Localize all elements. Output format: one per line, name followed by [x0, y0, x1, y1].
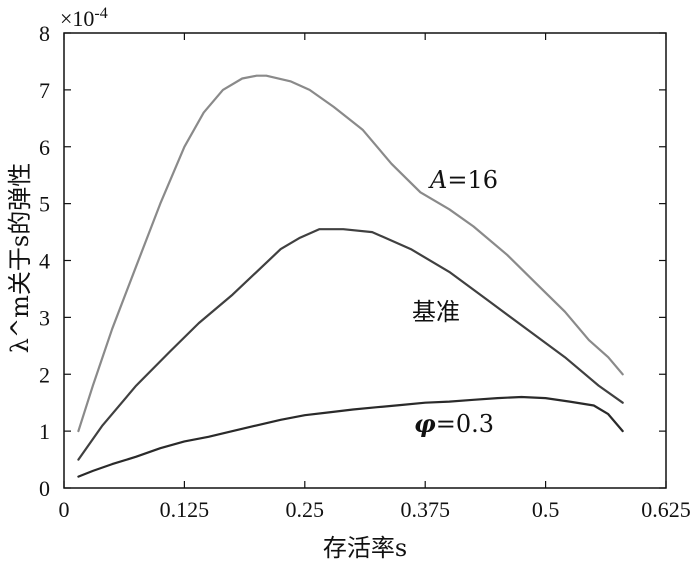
- y-tick-label: 8: [39, 21, 50, 46]
- series-label-phi-value: =0.3: [436, 410, 494, 438]
- series-label-baseline: 基准: [412, 298, 460, 326]
- y-axis-multiplier-exponent: -4: [94, 5, 107, 22]
- series-label-baseline-text: 基准: [412, 298, 460, 326]
- x-tick-label: 0.375: [400, 497, 450, 522]
- y-tick-label: 2: [39, 362, 50, 387]
- series-lines: [77, 74, 624, 478]
- series-line-0: [77, 74, 624, 433]
- plot-frame: [63, 32, 667, 489]
- axis-ticks: 0 0.125 0.25 0.375 0.5 0.625 0 1 2 3 4 5 6 7 8: [39, 21, 691, 522]
- y-tick-label: 4: [39, 249, 50, 274]
- y-tick-label: 7: [39, 78, 50, 103]
- x-tick-label: 0: [59, 497, 70, 522]
- y-tick-label: 6: [39, 135, 50, 160]
- series-label-a16-symbol: A: [428, 166, 447, 194]
- series-line-1: [77, 228, 624, 461]
- x-tick-label: 0.5: [532, 497, 560, 522]
- y-tick-label: 5: [39, 192, 50, 217]
- series-label-a16: A=16: [428, 166, 498, 194]
- y-axis-title: λ^m关于s的弹性: [6, 163, 34, 353]
- y-tick-label: 1: [39, 419, 50, 444]
- x-tick-label: 0.625: [641, 497, 691, 522]
- y-tick-label: 3: [39, 305, 50, 330]
- series-label-a16-value: =16: [447, 166, 498, 194]
- series-label-phi-symbol: φ: [414, 409, 436, 438]
- series-line-2: [77, 395, 624, 478]
- x-axis-title: 存活率s: [323, 534, 407, 562]
- series-label-phi: φ=0.3: [414, 409, 494, 438]
- y-axis-multiplier-base: ×10: [60, 6, 94, 31]
- x-tick-label: 0.125: [160, 497, 210, 522]
- y-axis-multiplier: ×10-4: [60, 5, 108, 31]
- x-tick-label: 0.25: [286, 497, 325, 522]
- y-tick-label: 0: [39, 476, 50, 501]
